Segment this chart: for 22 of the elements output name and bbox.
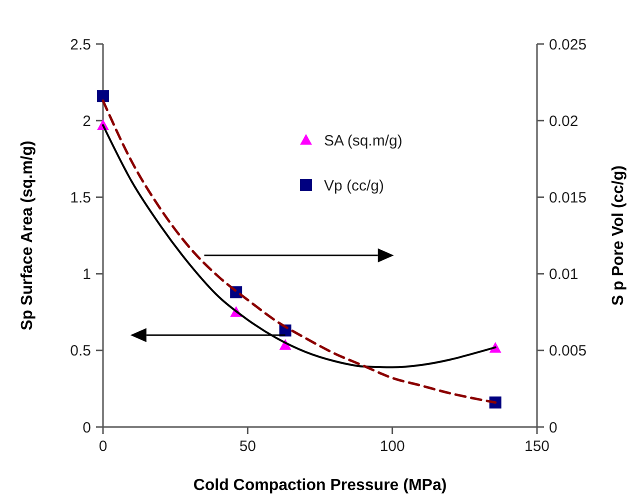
y2-tick-label: 0.02 (549, 112, 578, 130)
x-tick-label: 100 (380, 438, 405, 455)
y2-tick-label: 0.015 (549, 189, 587, 206)
y-tick-label: 2 (82, 112, 91, 130)
y2-tick-label: 0.01 (549, 266, 578, 284)
y2-tick-label: 0.005 (549, 342, 587, 360)
y-tick-label: 2.5 (70, 36, 91, 54)
y-tick-label: 0 (82, 419, 91, 436)
y2-axis-title: S p Pore Vol (cc/g) (610, 165, 627, 306)
y-tick-label: 1 (82, 266, 91, 284)
x-tick-label: 50 (239, 438, 256, 455)
y-tick-label: 0.5 (70, 342, 91, 360)
point (97, 90, 109, 102)
y2-tick-label: 0.025 (549, 36, 587, 54)
y-axis-title: Sp Surface Area (sq.m/g) (19, 140, 36, 330)
legend-label: Vp (cc/g) (324, 177, 384, 194)
legend-label: SA (sq.m/g) (324, 132, 402, 150)
x-axis-title: Cold Compaction Pressure (MPa) (193, 477, 447, 494)
y-tick-label: 1.5 (70, 189, 91, 206)
x-tick-label: 0 (98, 438, 108, 455)
x-tick-label: 150 (524, 438, 550, 455)
y2-tick-label: 0 (549, 419, 558, 436)
